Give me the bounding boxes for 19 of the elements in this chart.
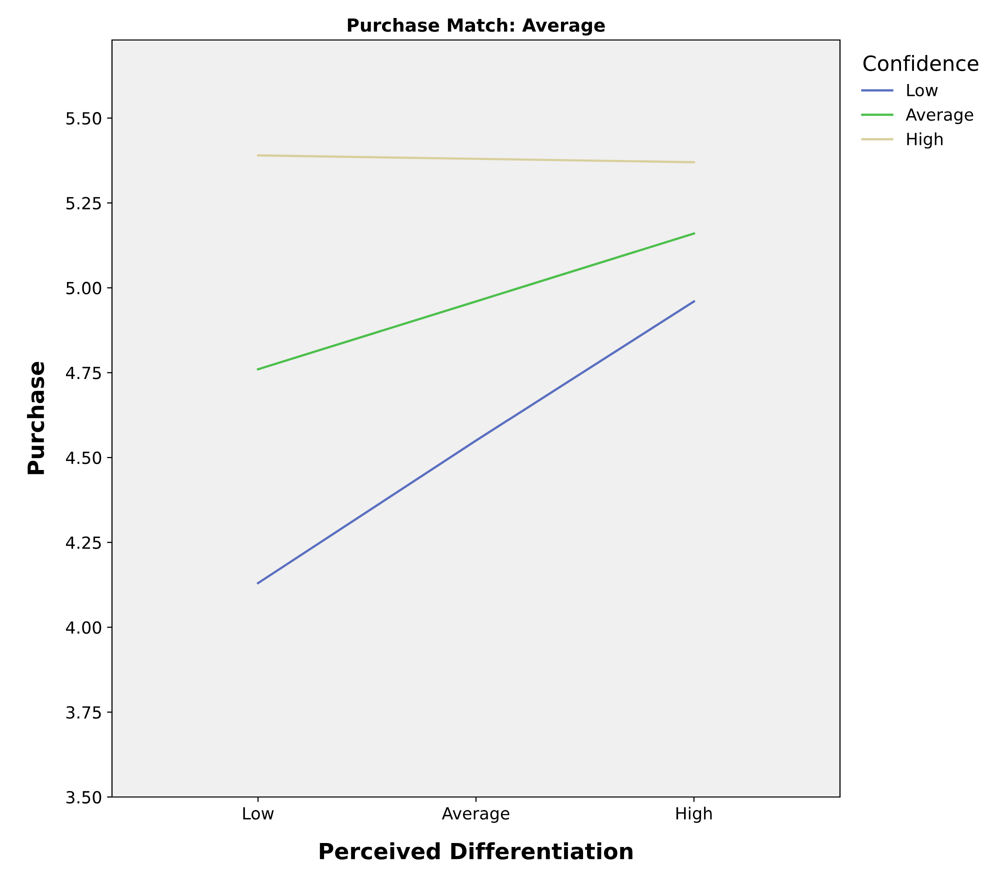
x-axis-title: Perceived Differentiation — [320, 842, 632, 860]
y-axis-title: Purchase — [26, 362, 44, 474]
x-tick-label: High — [676, 806, 712, 823]
legend-label: Low — [907, 84, 938, 96]
y-tick-label: 3.50 — [66, 790, 102, 804]
x-tick-label: Low — [243, 807, 274, 820]
y-tick-label: 5.25 — [66, 196, 101, 210]
y-tick-label: 5.00 — [66, 282, 102, 294]
y-tick-label: 5.50 — [66, 112, 102, 125]
x-tick-label: Average — [442, 807, 510, 823]
y-tick-label: 3.75 — [66, 706, 101, 719]
y-tick-label: 4.50 — [66, 452, 102, 464]
legend-label: Average — [906, 108, 974, 124]
y-tick-label: 4.00 — [66, 621, 102, 634]
chart-title: Purchase Match: Average — [348, 18, 605, 36]
legend-title: Confidence — [863, 55, 978, 72]
y-tick-label: 4.75 — [66, 366, 101, 380]
legend-label: High — [907, 132, 943, 149]
y-tick-label: 4.25 — [66, 536, 101, 549]
